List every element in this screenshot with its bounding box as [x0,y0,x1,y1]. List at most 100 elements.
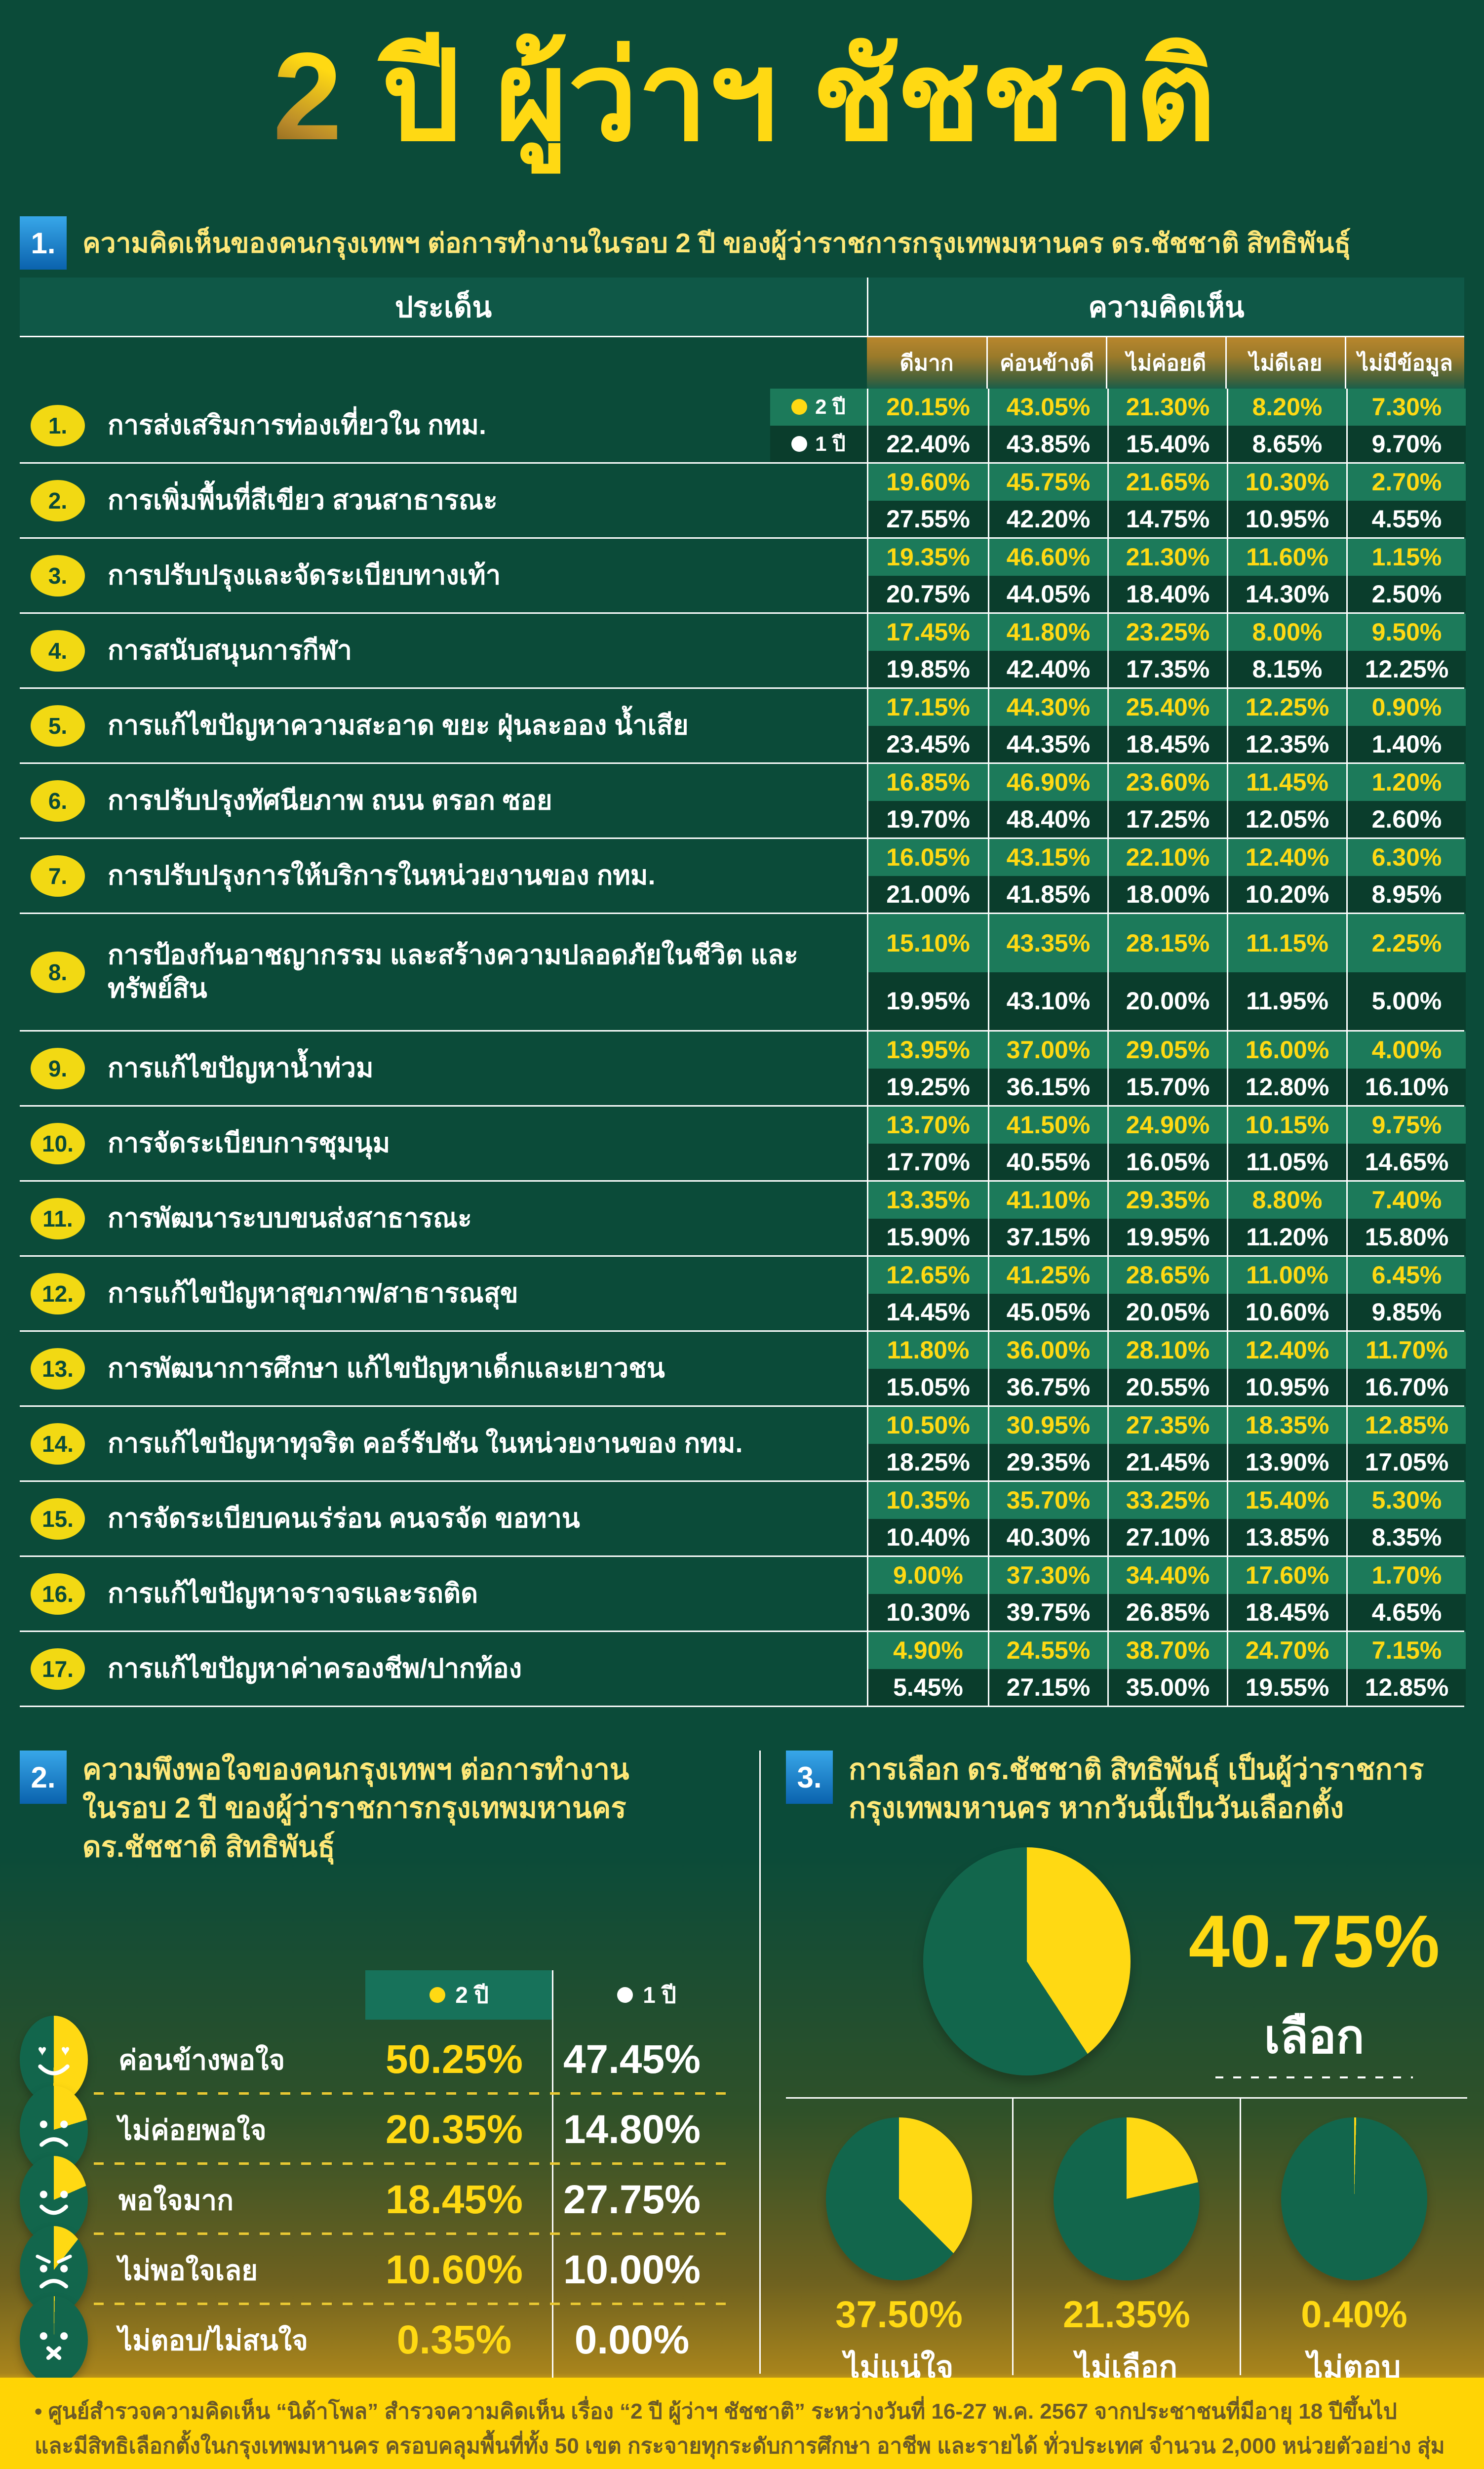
election-choose-value: 40.75% [1188,1900,1440,1983]
issue-topic: การปรับปรุงการให้บริการในหน่วยงานของ กทม… [108,860,656,890]
value-cell: 43.35% [988,914,1107,972]
value-cell: 35.70% [988,1482,1107,1519]
rating-values: 19.60% 45.75% 21.65% 10.30% 2.70% 27.55% 42.20… [867,464,1466,537]
survey-methodology-note: • ศูนย์สำรวจความคิดเห็น “นิด้าโพล” สำรวจ… [0,2378,1484,2469]
series-label: 2 ปี [815,395,846,419]
section2-heading: 2. ความพึงพอใจของคนกรุงเทพฯ ต่อการทำงาน … [20,1751,741,1867]
issue-number-badge: 15. [31,1498,85,1540]
rating-values: 17.45% 41.80% 23.25% 8.00% 9.50% 19.85% 42.40%… [867,614,1466,687]
value-cell: 27.55% [886,505,970,533]
value-cell: 8.00% [1227,614,1346,651]
value-cell: 1.70% [1346,1557,1466,1594]
issue-topic: การแก้ไขปัญหาจราจรและรถติด [108,1578,478,1608]
heading-line: ดร.ชัชชาติ สิทธิพันธุ์ [82,1831,335,1863]
issue-number-badge: 2. [31,479,85,521]
rating-values: 17.15% 44.30% 25.40% 12.25% 0.90% 23.45% 44.35… [867,689,1466,762]
sub-pie-column: 0.40% ไม่ตอบ [1240,2099,1467,2405]
value-cell: 6.45% [1346,1257,1466,1294]
title-number: 2 [268,27,347,166]
opinion-table: ประเด็น ความคิดเห็น ดีมาก ค่อนข้างดี ไม่… [20,278,1466,1707]
section1-heading-text: ความคิดเห็นของคนกรุงเทพฯ ต่อการทำงานในรอ… [82,227,1351,258]
issue-number-badge: 7. [31,855,85,897]
value-cell: 12.85% [1346,1669,1466,1706]
value-cell: 15.40% [1227,1482,1346,1519]
value-cell: 1.20% [1346,764,1466,801]
issue-cell: 7. การปรับปรุงการให้บริการในหน่วยงานของ ก… [20,839,867,913]
values-row-y1: 14.45% 45.05% 20.05% 10.60% 9.85% [868,1293,1466,1330]
value-cell: 11.05% [1227,1143,1346,1180]
issue-topic: การจัดระเบียบคนเร่ร่อน คนจรจัด ขอทาน [108,1503,580,1533]
section3-heading-text: การเลือก ดร.ชัชชาติ สิทธิพันธุ์ เป็นผู้ว… [849,1751,1424,1828]
value-cell: 14.75% [1107,500,1227,537]
values-row-y2: 10.35% 35.70% 33.25% 15.40% 5.30% [868,1482,1466,1519]
dashed-underline [1215,2076,1413,2078]
values-row-y2: 11.80% 36.00% 28.10% 12.40% 11.70% [868,1332,1466,1369]
value-cell: 43.85% [988,425,1107,462]
value-cell: 25.40% [1107,689,1227,726]
value-cell: 12.40% [1227,839,1346,876]
rating-values: 11.80% 36.00% 28.10% 12.40% 11.70% 15.05% 36.7… [867,1332,1466,1405]
value-cell: 35.00% [1107,1669,1227,1706]
value-cell: 37.15% [988,1218,1107,1255]
satisfaction-label: ค่อนข้างพอใจ [118,2044,285,2075]
section1-number-badge: 1. [20,216,67,270]
value-cell: 12.25% [1227,689,1346,726]
value-cell: 5.30% [1346,1482,1466,1519]
value-cell: 20.75% [886,580,970,608]
issue-cell: 9. การแก้ไขปัญหาน้ำท่วม [20,1032,867,1105]
face-smile-icon [20,2156,88,2244]
value-cell: 18.45% [1227,1593,1346,1631]
series-label: 1 ปี [815,432,846,455]
issue-number-badge: 1. [31,404,85,446]
value-cell: 1.40% [1346,725,1466,762]
footnote-line: และมีสิทธิเลือกตั้งในกรุงเทพมหานคร ครอบค… [35,2434,1445,2469]
value-cell: 18.45% [1107,725,1227,762]
satisfaction-value-2yr: 0.35% [396,2317,512,2362]
value-cell: 12.35% [1227,725,1346,762]
issue-cell: 3. การปรับปรุงและจัดระเบียบทางเท้า [20,539,867,612]
column-header-no-data: ไม่มีข้อมูล [1345,337,1464,389]
value-cell: 44.35% [988,725,1107,762]
issue-row: 1. การส่งเสริมการท่องเที่ยวใน กทม. 2 ปี 1 ป… [20,389,1466,464]
values-row-y1: 23.45% 44.35% 18.45% 12.35% 1.40% [868,725,1466,762]
sub-pie-chart [1281,2117,1427,2280]
issue-number-badge: 4. [31,630,85,672]
value-cell: 15.90% [886,1223,970,1251]
value-cell: 28.10% [1107,1332,1227,1369]
issue-cell: 16. การแก้ไขปัญหาจราจรและรถติด [20,1557,867,1631]
value-cell: 28.65% [1107,1257,1227,1294]
value-cell: 11.95% [1227,972,1346,1030]
values-row-y1: 18.25% 29.35% 21.45% 13.90% 17.05% [868,1443,1466,1480]
issue-topic: การแก้ไขปัญหาสุขภาพ/สาธารณสุข [108,1278,518,1308]
value-cell: 36.15% [988,1068,1107,1105]
issue-row: 4. การสนับสนุนการกีฬา 17.45% 41.80% 23.25% 8.… [20,614,1466,689]
value-cell: 10.15% [1227,1107,1346,1144]
section2-satisfaction: 2. ความพึงพอใจของคนกรุงเทพฯ ต่อการทำงาน … [20,1751,741,2447]
issue-topic: การสนับสนุนการกีฬา [108,635,352,665]
section3-election: 3. การเลือก ดร.ชัชชาติ สิทธิพันธุ์ เป็นผ… [786,1751,1484,2405]
value-cell: 11.70% [1346,1332,1466,1369]
issue-row: 6. การปรับปรุงทัศนียภาพ ถนน ตรอก ซอย 16.85… [20,764,1466,839]
value-cell: 46.60% [988,539,1107,576]
value-cell: 20.15% [886,393,970,421]
value-cell: 26.85% [1107,1593,1227,1631]
issue-cell: 5. การแก้ไขปัญหาความสะอาด ขยะ ฝุ่นละออง น… [20,689,867,762]
issue-number-badge: 13. [31,1348,85,1390]
election-pie-chart [923,1847,1131,2075]
issue-cell: 15. การจัดระเบียบคนเร่ร่อน คนจรจัด ขอทาน [20,1482,867,1555]
value-cell: 6.30% [1346,839,1466,876]
issue-topic: การแก้ไขปัญหาความสะอาด ขยะ ฝุ่นละออง น้ำ… [108,710,689,740]
value-cell: 16.00% [1227,1032,1346,1069]
values-row-y1: 27.55% 42.20% 14.75% 10.95% 4.55% [868,500,1466,537]
value-cell: 10.35% [886,1486,970,1514]
value-cell: 14.30% [1227,575,1346,612]
value-cell: 21.45% [1107,1443,1227,1480]
column-header-opinion: ความคิดเห็น [1088,291,1245,323]
value-cell: 24.70% [1227,1632,1346,1669]
issue-cell: 14. การแก้ไขปัญหาทุจริต คอร์รัปชัน ในหน่ว… [20,1407,867,1480]
value-cell: 11.15% [1227,914,1346,972]
section2-number-badge: 2. [20,1751,67,1804]
value-cell: 16.05% [886,843,970,872]
title-text: ปี ผู้ว่าฯ ชัชชาติ [347,27,1216,166]
